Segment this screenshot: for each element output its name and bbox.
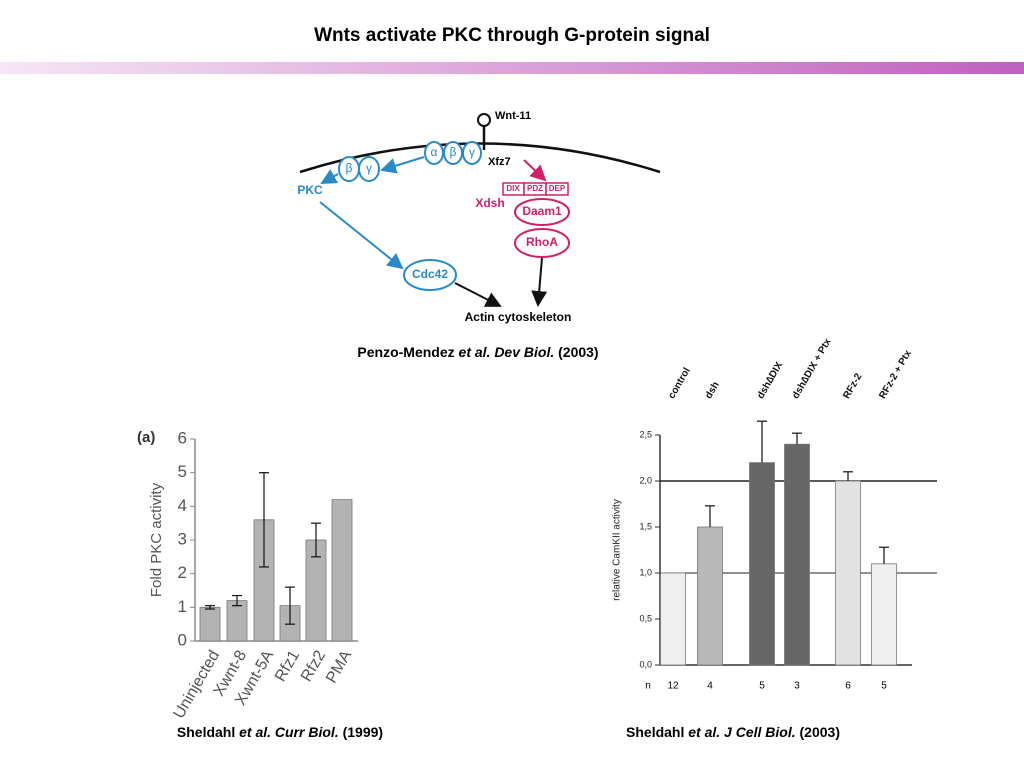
- panel-label: (a): [137, 429, 155, 446]
- y-tick-label: 4: [178, 496, 187, 515]
- bar: [871, 563, 897, 666]
- y-tick-label: 5: [178, 462, 187, 481]
- daam1-node: [514, 198, 570, 226]
- bar: [660, 572, 686, 666]
- y-tick-label: 2,0: [639, 475, 652, 485]
- y-axis-label: Fold PKC activity: [148, 482, 165, 597]
- n-label: 12: [667, 681, 679, 692]
- diagram: Wnt-11 Xfz7 α β γ β γ PKC Cdc42: [297, 110, 661, 324]
- x-tick-label: dsh∆DIX + Ptx: [790, 336, 834, 400]
- y-tick-label: 6: [178, 428, 187, 447]
- bar: [331, 499, 353, 642]
- y-tick-label: 3: [178, 529, 187, 548]
- dep-label: DEP: [549, 184, 566, 193]
- pkc-label: PKC: [297, 183, 323, 197]
- x-tick-label: control: [666, 366, 693, 401]
- bar: [749, 462, 775, 666]
- n-label: 6: [845, 681, 851, 692]
- caption-text: et al. Dev Biol.: [459, 344, 555, 360]
- rhoa-node: [514, 228, 570, 258]
- arrow: [320, 169, 339, 184]
- dix-label: DIX: [506, 184, 520, 193]
- bar: [784, 443, 810, 666]
- y-axis-label: relative CamKII activity: [612, 499, 623, 601]
- chart-caption: Sheldahl et al. Curr Biol. (1999): [177, 724, 383, 740]
- caption-text: Penzo-Mendez: [357, 344, 458, 360]
- bar: [697, 526, 723, 666]
- title-band: [0, 62, 1024, 74]
- x-tick-label: RFz-2: [841, 371, 864, 400]
- x-tick-label: RFz-2 + Ptx: [877, 348, 914, 401]
- caption-text: Sheldahl: [177, 724, 239, 740]
- y-tick-label: 2,5: [639, 429, 652, 439]
- cdc42-node: [403, 259, 457, 291]
- caption-text: Sheldahl: [626, 724, 688, 740]
- g-alpha-label: α: [431, 145, 438, 159]
- pdz-label: PDZ: [527, 184, 543, 193]
- arrow: [531, 257, 548, 307]
- actin-label: Actin cytoskeleton: [465, 310, 572, 324]
- n-label: 5: [881, 681, 887, 692]
- cdc42-label: Cdc42: [412, 267, 448, 281]
- arrow: [523, 159, 547, 182]
- caption-text: et al. J Cell Biol.: [688, 724, 795, 740]
- y-tick-label: 0: [178, 630, 187, 649]
- caption-text: et al. Curr Biol.: [239, 724, 339, 740]
- rhoa-label: RhoA: [526, 235, 558, 249]
- ligand-icon: [477, 113, 491, 127]
- daam1-label: Daam1: [522, 204, 562, 218]
- x-tick-label: Rfz1: [272, 648, 303, 685]
- bar: [226, 600, 248, 642]
- receptor-label: Xfz7: [488, 156, 511, 168]
- x-tick-label: PMA: [323, 647, 355, 686]
- y-tick-label: 0,5: [639, 613, 652, 623]
- caption-text: (1999): [339, 724, 383, 740]
- x-tick-label: dsh∆DIX: [755, 360, 785, 401]
- bar: [199, 606, 221, 642]
- arrow: [380, 156, 425, 174]
- free-beta-label: β: [346, 161, 353, 175]
- arrow: [454, 282, 502, 307]
- free-gamma: [358, 156, 380, 182]
- xdsh-label: Xdsh: [475, 196, 504, 210]
- slide-title: Wnts activate PKC through G-protein sign…: [314, 25, 710, 46]
- n-label: 4: [707, 681, 713, 692]
- y-tick-label: 1,0: [639, 567, 652, 577]
- caption-text: (2003): [554, 344, 598, 360]
- g-gamma-label: γ: [469, 145, 475, 159]
- n-label: 3: [794, 681, 800, 692]
- bar: [835, 480, 861, 666]
- g-beta-label: β: [450, 145, 457, 159]
- y-tick-label: 1: [178, 597, 187, 616]
- diagram-caption: Penzo-Mendez et al. Dev Biol. (2003): [357, 344, 598, 360]
- n-label: 5: [759, 681, 765, 692]
- dep-box: [545, 182, 569, 196]
- y-tick-label: 1,5: [639, 521, 652, 531]
- caption-text: (2003): [796, 724, 840, 740]
- ligand-label: Wnt-11: [495, 110, 531, 122]
- n-title: n: [645, 681, 651, 692]
- y-tick-label: 2: [178, 563, 187, 582]
- x-tick-label: dsh: [703, 380, 721, 401]
- chart-caption: Sheldahl et al. J Cell Biol. (2003): [626, 724, 840, 740]
- y-tick-label: 0,0: [639, 659, 652, 669]
- free-gamma-label: γ: [366, 161, 372, 175]
- arrow: [319, 201, 404, 270]
- g-gamma: [462, 141, 482, 165]
